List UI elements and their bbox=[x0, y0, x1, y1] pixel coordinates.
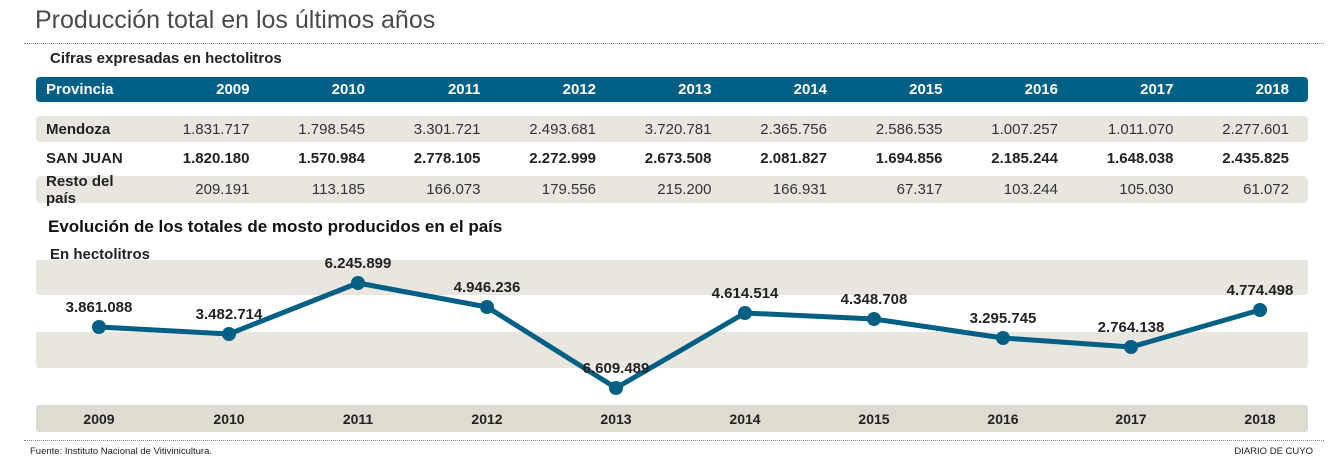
header-year: 2016 bbox=[1024, 81, 1058, 98]
data-label: 4.774.498 bbox=[1227, 282, 1294, 299]
table-cell: 105.030 bbox=[1119, 181, 1174, 198]
table-row-san-juan: SAN JUAN 1.820.180 1.570.984 2.778.105 2.272… bbox=[36, 145, 1308, 172]
source-note: Fuente: Instituto Nacional de Vitivinicu… bbox=[30, 446, 213, 457]
x-tick-label: 2010 bbox=[213, 411, 244, 427]
table-cell: 2.365.756 bbox=[760, 120, 827, 138]
data-label: 3.482.714 bbox=[196, 306, 263, 323]
header-year: 2011 bbox=[447, 81, 481, 98]
x-tick-label: 2014 bbox=[729, 411, 760, 427]
table-row-mendoza: Mendoza 1.831.717 1.798.545 3.301.721 2.493.… bbox=[36, 116, 1308, 142]
data-point bbox=[92, 320, 106, 334]
table-cell: 1.570.984 bbox=[298, 150, 365, 167]
data-point bbox=[480, 300, 494, 314]
table-cell: 103.244 bbox=[1003, 181, 1058, 198]
divider bbox=[24, 440, 1324, 441]
table-cell: 2.185.244 bbox=[991, 150, 1058, 167]
table-cell: 1.831.717 bbox=[182, 120, 250, 138]
data-point bbox=[738, 306, 752, 320]
header-year: 2012 bbox=[562, 81, 596, 98]
data-point bbox=[609, 381, 623, 395]
table-cell: 166.073 bbox=[426, 181, 481, 198]
x-tick-label: 2016 bbox=[987, 411, 1018, 427]
table-cell: 2.277.601 bbox=[1222, 120, 1289, 138]
table-cell: 2.493.681 bbox=[529, 120, 596, 138]
x-tick-label: 2013 bbox=[600, 411, 631, 427]
data-label: 4.946.236 bbox=[454, 279, 521, 296]
data-label: 4.614.514 bbox=[712, 285, 779, 302]
data-point bbox=[1124, 340, 1138, 354]
header-year: 2014 bbox=[793, 81, 827, 98]
table-cell: 113.185 bbox=[311, 181, 365, 198]
table-cell: 2.778.105 bbox=[413, 150, 481, 167]
chart-band bbox=[36, 260, 1308, 295]
table-cell: 1.011.070 bbox=[1107, 120, 1174, 138]
table-cell: 1.798.545 bbox=[298, 120, 365, 138]
chart-title: Evolución de los totales de mosto produc… bbox=[48, 217, 503, 236]
table-cell: 3.301.721 bbox=[413, 120, 481, 138]
data-label: 4.348.708 bbox=[841, 291, 908, 308]
table-cell: 3.720.781 bbox=[644, 120, 712, 138]
data-label: 3.295.745 bbox=[970, 310, 1037, 327]
x-tick-label: 2012 bbox=[471, 411, 502, 427]
data-point bbox=[996, 331, 1010, 345]
x-tick-label: 2011 bbox=[343, 411, 374, 427]
data-point bbox=[867, 312, 881, 326]
header-year: 2010 bbox=[331, 81, 365, 98]
table-cell: 1.820.180 bbox=[182, 150, 250, 167]
header-year: 2017 bbox=[1140, 81, 1174, 98]
table-cell: 209.191 bbox=[195, 181, 250, 198]
data-point bbox=[1253, 303, 1267, 317]
series-line bbox=[98, 280, 1261, 391]
data-label: 6.245.899 bbox=[325, 255, 392, 272]
chart-unit-label: En hectolitros bbox=[50, 246, 151, 263]
data-label: 6.609.489 bbox=[583, 360, 650, 377]
page-title: Producción total en los últimos años bbox=[35, 6, 436, 34]
table-row-resto: Resto del país 209.191 113.185 166.073 179.5… bbox=[36, 173, 1308, 207]
header-year: 2015 bbox=[909, 81, 943, 98]
table-header: Provincia 2009 2010 2011 2012 2013 2014 2015 201… bbox=[36, 77, 1308, 102]
table-cell: 2.673.508 bbox=[644, 150, 712, 167]
header-year: 2018 bbox=[1255, 81, 1289, 98]
table-cell: 61.072 bbox=[1243, 181, 1289, 198]
table-cell: 1.007.257 bbox=[991, 120, 1058, 138]
divider bbox=[24, 43, 1324, 44]
data-point bbox=[351, 276, 365, 290]
brand-label: DIARIO DE CUYO bbox=[1234, 446, 1313, 457]
table-cell: 1.648.038 bbox=[1106, 150, 1174, 167]
header-provincia: Provincia bbox=[46, 81, 114, 98]
table-cell: 1.694.856 bbox=[875, 150, 943, 167]
table-cell: 2.081.827 bbox=[760, 150, 827, 167]
data-label: 2.764.138 bbox=[1098, 319, 1165, 336]
chart-band bbox=[36, 332, 1308, 368]
data-point bbox=[222, 327, 236, 341]
table-cell: 215.200 bbox=[657, 181, 712, 198]
data-label: 3.861.088 bbox=[66, 299, 133, 316]
x-tick-label: 2018 bbox=[1244, 411, 1275, 427]
header-year: 2013 bbox=[678, 81, 712, 98]
x-axis-bar bbox=[36, 405, 1308, 432]
row-label: Mendoza bbox=[46, 120, 111, 138]
table-subtitle: Cifras expresadas en hectolitros bbox=[50, 50, 282, 67]
table-cell: 179.556 bbox=[541, 181, 596, 198]
x-tick-label: 2015 bbox=[858, 411, 889, 427]
row-label: Resto del país bbox=[46, 172, 114, 207]
header-year: 2009 bbox=[216, 81, 250, 98]
table-cell: 2.435.825 bbox=[1222, 150, 1289, 167]
x-tick-label: 2009 bbox=[83, 411, 114, 427]
table-cell: 67.317 bbox=[896, 181, 943, 198]
table-cell: 2.272.999 bbox=[529, 150, 596, 167]
table-cell: 166.931 bbox=[772, 181, 827, 198]
table-cell: 2.586.535 bbox=[875, 120, 943, 138]
x-tick-label: 2017 bbox=[1115, 411, 1146, 427]
row-label: SAN JUAN bbox=[46, 150, 123, 167]
